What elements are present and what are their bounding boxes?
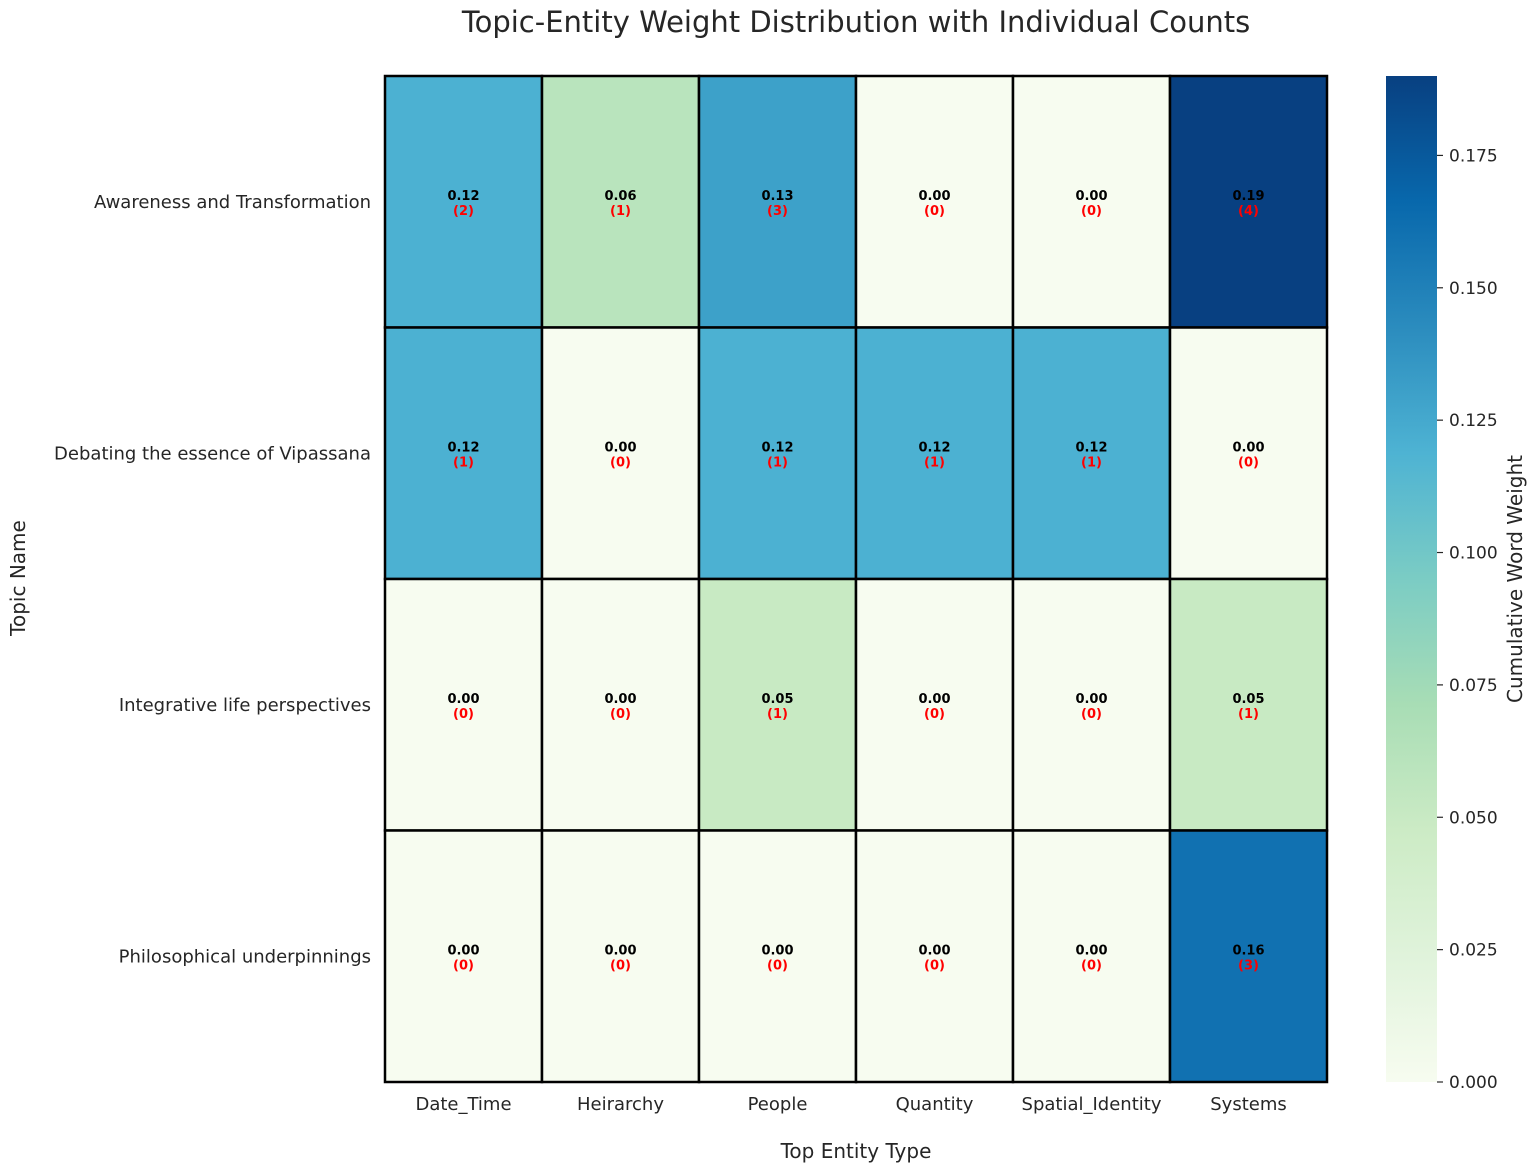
chart-title: Topic-Entity Weight Distribution with In…: [461, 5, 1250, 39]
cell-value-label: 0.12: [761, 440, 793, 455]
cell-count-label: (0): [1238, 455, 1259, 470]
heatmap-cell: [383, 829, 544, 1084]
cell-value-label: 0.06: [604, 189, 636, 204]
heatmap-cell: [540, 74, 701, 329]
x-tick-label: Heirarchy: [577, 1094, 664, 1115]
x-tick-label: Spatial_Identity: [1022, 1094, 1162, 1115]
cell-value-label: 0.00: [1075, 189, 1107, 204]
cell-count-label: (0): [1081, 204, 1102, 219]
heatmap-cell: [1168, 326, 1329, 581]
cell-value-label: 0.00: [604, 440, 636, 455]
colorbar-tick-label: 0.050: [1449, 808, 1498, 828]
cell-value-label: 0.12: [918, 440, 950, 455]
cell-count-label: (0): [453, 958, 474, 973]
cell-count-label: (1): [767, 707, 788, 722]
cell-count-label: (0): [610, 707, 631, 722]
cell-value-label: 0.12: [447, 189, 479, 204]
heatmap-cell: [540, 829, 701, 1084]
cell-count-label: (0): [610, 958, 631, 973]
cell-count-label: (1): [1238, 707, 1259, 722]
heatmap-cell: [383, 577, 544, 832]
heatmap-cells: 0.12(2)0.06(1)0.13(3)0.00(0)0.00(0)0.19(…: [383, 74, 1329, 1084]
heatmap-cell: [1168, 829, 1329, 1084]
x-tick-label: Date_Time: [415, 1094, 511, 1115]
colorbar-tick-label: 0.075: [1449, 676, 1498, 696]
cell-value-label: 0.00: [1075, 692, 1107, 707]
cell-value-label: 0.00: [918, 189, 950, 204]
x-tick-labels: Date_Time Heirarchy People Quantity Spatial_…: [415, 1094, 1286, 1115]
y-tick-label: Awareness and Transformation: [94, 192, 371, 213]
cell-count-label: (1): [453, 455, 474, 470]
cell-count-label: (0): [1081, 707, 1102, 722]
colorbar-label: Cumulative Word Weight: [1503, 455, 1527, 703]
y-tick-label: Philosophical underpinnings: [119, 946, 371, 967]
colorbar-gradient: [1386, 76, 1437, 1082]
x-tick-label: Quantity: [896, 1094, 974, 1115]
colorbar-tick-label: 0.150: [1449, 279, 1498, 299]
cell-value-label: 0.00: [1232, 440, 1264, 455]
cell-value-label: 0.00: [918, 692, 950, 707]
cell-value-label: 0.19: [1232, 189, 1264, 204]
cell-count-label: (0): [767, 958, 788, 973]
heatmap-cell: [540, 326, 701, 581]
cell-value-label: 0.00: [447, 692, 479, 707]
y-tick-label: Integrative life perspectives: [119, 695, 371, 716]
cell-count-label: (1): [767, 455, 788, 470]
heatmap-cell: [854, 74, 1015, 329]
colorbar-ticks: 0.000 0.025 0.050 0.075 0.100 0.125 0.150 0.175: [1437, 146, 1498, 1093]
x-tick-label: Systems: [1210, 1094, 1287, 1115]
cell-count-label: (0): [453, 707, 474, 722]
heatmap-cell: [854, 829, 1015, 1084]
heatmap-cell: [383, 74, 544, 329]
x-axis-label: Top Entity Type: [780, 1139, 932, 1163]
cell-count-label: (1): [1081, 455, 1102, 470]
cell-count-label: (4): [1238, 204, 1259, 219]
cell-count-label: (3): [767, 204, 788, 219]
cell-value-label: 0.00: [918, 943, 950, 958]
cell-value-label: 0.16: [1232, 943, 1264, 958]
colorbar-tick-label: 0.025: [1449, 941, 1498, 961]
cell-count-label: (0): [924, 958, 945, 973]
cell-count-label: (0): [924, 204, 945, 219]
cell-value-label: 0.05: [761, 692, 793, 707]
heatmap-cell: [540, 577, 701, 832]
cell-value-label: 0.12: [447, 440, 479, 455]
colorbar-tick-label: 0.175: [1449, 146, 1498, 166]
cell-value-label: 0.00: [447, 943, 479, 958]
cell-count-label: (0): [610, 455, 631, 470]
y-tick-label: Debating the essence of Vipassana: [54, 443, 371, 464]
colorbar-tick-label: 0.125: [1449, 411, 1498, 431]
cell-value-label: 0.00: [1075, 943, 1107, 958]
heatmap-cell: [1168, 74, 1329, 329]
heatmap-cell: [697, 74, 858, 329]
heatmap-cell: [1168, 577, 1329, 832]
cell-value-label: 0.00: [761, 943, 793, 958]
heatmap-cell: [854, 326, 1015, 581]
y-tick-labels: Awareness and Transformation Debating the…: [54, 192, 371, 968]
cell-value-label: 0.00: [604, 692, 636, 707]
heatmap-cell: [697, 829, 858, 1084]
cell-count-label: (1): [610, 204, 631, 219]
cell-count-label: (0): [924, 707, 945, 722]
heatmap-cell: [1011, 577, 1172, 832]
cell-value-label: 0.12: [1075, 440, 1107, 455]
x-tick-label: People: [748, 1094, 808, 1115]
heatmap-cell: [1011, 829, 1172, 1084]
cell-value-label: 0.00: [604, 943, 636, 958]
cell-count-label: (3): [1238, 958, 1259, 973]
y-axis-label: Topic Name: [6, 520, 30, 637]
colorbar-tick-label: 0.000: [1449, 1073, 1498, 1093]
cell-count-label: (0): [1081, 958, 1102, 973]
cell-count-label: (1): [924, 455, 945, 470]
colorbar: 0.000 0.025 0.050 0.075 0.100 0.125 0.150 0.175…: [1386, 76, 1527, 1093]
cell-value-label: 0.05: [1232, 692, 1264, 707]
heatmap-cell: [854, 577, 1015, 832]
cell-count-label: (2): [453, 204, 474, 219]
colorbar-tick-label: 0.100: [1449, 544, 1498, 564]
cell-value-label: 0.13: [761, 189, 793, 204]
heatmap-cell: [1011, 74, 1172, 329]
